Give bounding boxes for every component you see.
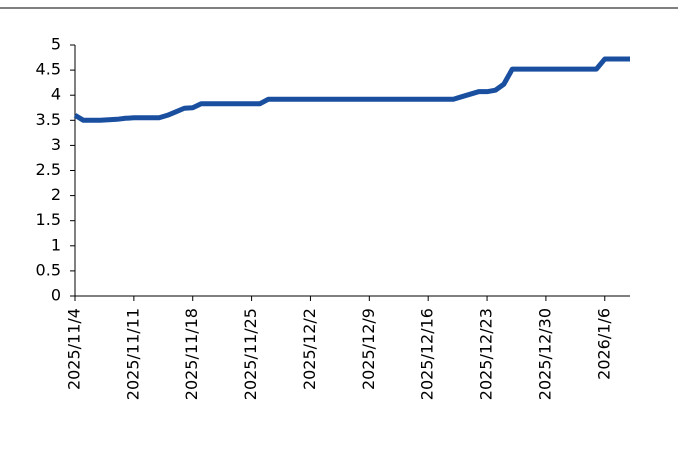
- x-tick-label: 2025/11/25: [241, 308, 260, 400]
- y-tick-label: 2.5: [36, 160, 61, 179]
- x-tick-label: 2025/11/11: [123, 308, 142, 400]
- y-tick-label: 3.5: [36, 110, 61, 129]
- y-tick-label: 2: [51, 185, 61, 204]
- x-tick-label: 2025/12/9: [359, 308, 378, 390]
- y-tick-label: 3: [51, 135, 61, 154]
- y-tick-label: 5: [51, 35, 61, 54]
- x-tick-label: 2025/12/23: [477, 308, 496, 400]
- y-tick-label: 1: [51, 235, 61, 254]
- y-tick-label: 0: [51, 286, 61, 305]
- x-tick-label: 2026/1/6: [594, 308, 613, 380]
- y-tick-label: 4: [51, 85, 61, 104]
- x-tick-label: 2025/12/16: [418, 308, 437, 400]
- x-tick-label: 2025/12/2: [300, 308, 319, 390]
- x-tick-label: 2025/11/4: [65, 308, 84, 390]
- y-tick-label: 4.5: [36, 60, 61, 79]
- y-tick-label: 0.5: [36, 260, 61, 279]
- x-tick-label: 2025/11/18: [182, 308, 201, 400]
- line-series: [73, 56, 630, 123]
- x-tick-label: 2025/12/30: [535, 308, 554, 400]
- y-tick-label: 1.5: [36, 210, 61, 229]
